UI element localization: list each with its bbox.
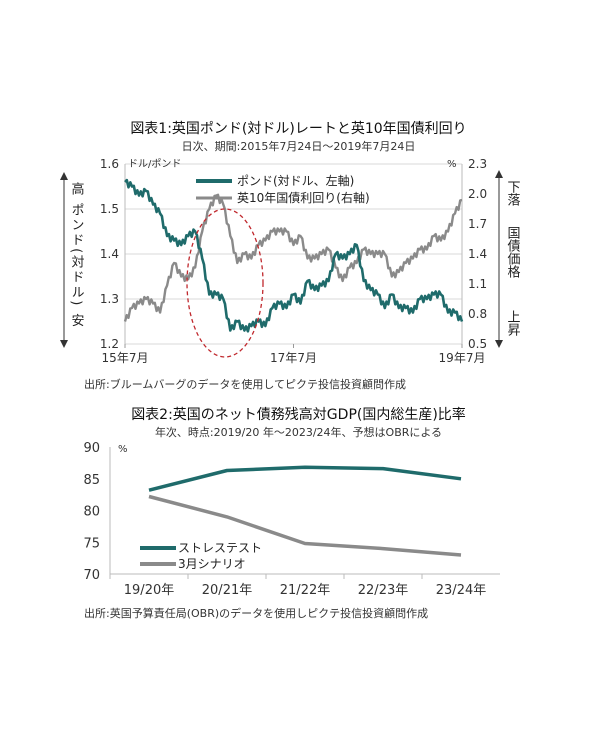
chart2-x-tick-label: 21/22年 <box>280 583 330 598</box>
chart2-legend-march: 3月シナリオ <box>178 557 246 571</box>
chart2-x-tick-label: 22/23年 <box>358 583 408 598</box>
chart2-subtitle: 年次、時点:2019/20 年～2023/24年、予想はOBRによる <box>154 426 443 439</box>
chart1-title: 図表1:英国ポンド(対ドル)レートと英10年国債利回り <box>130 121 467 137</box>
chart1-x-tick-label: 19年7月 <box>439 351 486 365</box>
chart2-series-stress <box>148 465 462 492</box>
chart1-series-pound <box>124 178 464 333</box>
chart2-legend-stress: ストレステスト <box>178 541 262 555</box>
chart1-left-arrow-up <box>60 172 68 180</box>
chart1-right-tick-label: 1.7 <box>468 217 487 231</box>
chart2-x-tick-label: 20/21年 <box>202 583 252 598</box>
chart1-right-unit: % <box>447 159 457 170</box>
chart2-unit: % <box>118 444 128 455</box>
chart1-series-yield <box>123 193 463 322</box>
chart1-right-tick-label: 0.5 <box>468 337 487 351</box>
chart2-y-tick-label: 90 <box>83 441 100 456</box>
chart1-left-arrow-down <box>60 340 68 348</box>
chart1-subtitle: 日次、期間:2015年7月24日～2019年7月24日 <box>181 140 416 153</box>
chart1-highlight-ellipse <box>186 208 264 358</box>
chart2-series-march <box>148 494 462 557</box>
chart2-y-tick-label: 75 <box>83 536 100 551</box>
chart1-left-unit: ドル/ポンド <box>128 158 181 170</box>
chart1-plot: 1.6 1.5 1.4 1.3 1.2 2.3 2.0 1.7 1.4 1.1 0.8 0.5 15… <box>60 157 521 365</box>
chart1-right-tick-label: 2.3 <box>468 157 487 171</box>
chart1-right-label-bottom: 上昇 <box>505 310 521 336</box>
chart1-right-arrow-up <box>495 170 503 178</box>
chart1-right-label-mid: 国債価格 <box>505 226 521 278</box>
chart1-right-tick-label: 1.1 <box>468 277 487 291</box>
chart1-left-tick-label: 1.3 <box>100 292 119 306</box>
chart1-left-tick-label: 1.6 <box>100 157 119 171</box>
chart1-x-tick-label: 17年7月 <box>270 351 317 365</box>
chart1-right-tick-label: 1.4 <box>468 247 487 261</box>
chart1-right-label-top: 下落 <box>505 180 521 206</box>
chart1-left-tick-label: 1.5 <box>100 202 119 216</box>
chart2-x-tick-label: 23/24年 <box>436 583 486 598</box>
chart1-right-tick-label: 2.0 <box>468 187 487 201</box>
chart1-legend-yield: 英10年国債利回り(右軸) <box>237 190 370 205</box>
chart2-x-tick-label: 19/20年 <box>124 583 174 598</box>
chart1-x-tick-label: 15年7月 <box>102 351 149 365</box>
chart2-source: 出所:英国予算責任局(OBR)のデータを使用しピクテ投信投資顧問作成 <box>84 607 429 620</box>
chart2-y-tick-label: 70 <box>83 568 100 583</box>
chart1-right-arrow-down <box>495 340 503 348</box>
chart2-y-tick-label: 80 <box>83 505 100 520</box>
chart2-title: 図表2:英国のネット債務残高対GDP(国内総生産)比率 <box>131 407 466 423</box>
chart1-source: 出所:ブルームバーグのデータを使用してピクテ投信投資顧問作成 <box>84 378 407 391</box>
chart2-y-tick-label: 85 <box>83 473 100 488</box>
chart1-right-tick-label: 0.8 <box>468 307 487 321</box>
chart1-left-side-label: 高 ポンド(対ドル) 安 <box>69 181 85 328</box>
chart1-left-tick-label: 1.2 <box>100 337 119 351</box>
chart1-left-tick-label: 1.4 <box>100 247 119 261</box>
chart1-legend-pound: ポンド(対ドル、左軸) <box>237 173 354 188</box>
